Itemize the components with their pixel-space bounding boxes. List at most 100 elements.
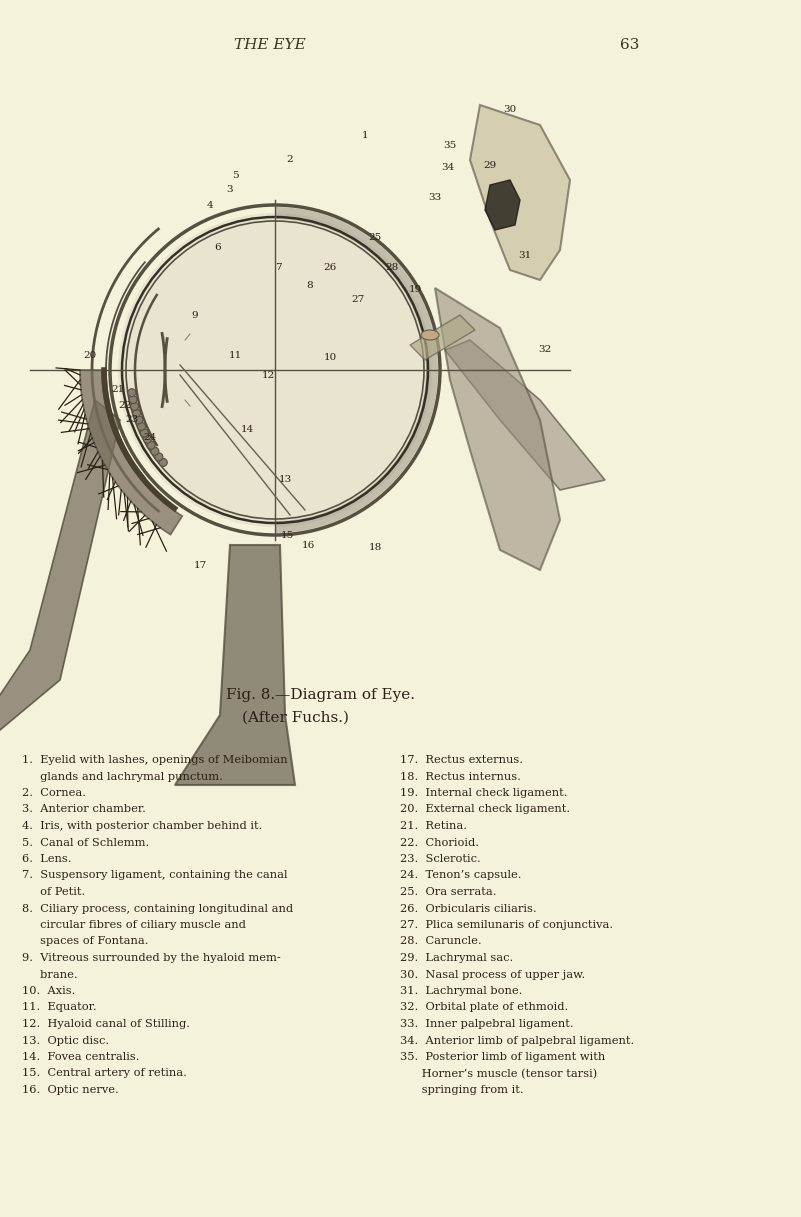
Text: of Petit.: of Petit. (22, 887, 85, 897)
Text: 27: 27 (352, 296, 364, 304)
Polygon shape (445, 340, 605, 490)
Text: 5.  Canal of Schlemm.: 5. Canal of Schlemm. (22, 837, 149, 847)
Circle shape (128, 388, 136, 397)
Text: 17.  Rectus externus.: 17. Rectus externus. (400, 755, 523, 765)
Circle shape (143, 436, 151, 443)
Polygon shape (435, 288, 560, 570)
Text: 21: 21 (111, 386, 125, 394)
Polygon shape (485, 180, 520, 230)
Polygon shape (175, 545, 295, 785)
Text: 34: 34 (441, 163, 455, 173)
Text: 21.  Retina.: 21. Retina. (400, 821, 467, 831)
Text: glands and lachrymal punctum.: glands and lachrymal punctum. (22, 772, 223, 781)
Text: 30.  Nasal process of upper jaw.: 30. Nasal process of upper jaw. (400, 970, 586, 980)
Text: 3: 3 (227, 185, 233, 195)
Text: 16: 16 (301, 540, 315, 550)
Circle shape (131, 403, 139, 410)
Polygon shape (410, 315, 475, 360)
Text: 16.  Optic nerve.: 16. Optic nerve. (22, 1086, 119, 1095)
Text: 2.  Cornea.: 2. Cornea. (22, 787, 86, 798)
Text: circular fibres of ciliary muscle and: circular fibres of ciliary muscle and (22, 920, 246, 930)
Text: springing from it.: springing from it. (400, 1086, 524, 1095)
Text: 33.  Inner palpebral ligament.: 33. Inner palpebral ligament. (400, 1019, 574, 1030)
Circle shape (155, 453, 163, 461)
Text: 3.  Anterior chamber.: 3. Anterior chamber. (22, 804, 146, 814)
Text: 2: 2 (287, 156, 293, 164)
Text: 26: 26 (324, 264, 336, 273)
Text: 6.  Lens.: 6. Lens. (22, 854, 71, 864)
Text: 12: 12 (261, 370, 275, 380)
Text: 22.  Chorioid.: 22. Chorioid. (400, 837, 479, 847)
Circle shape (151, 447, 159, 455)
Text: 24.  Tenon’s capsule.: 24. Tenon’s capsule. (400, 870, 521, 881)
Text: 26.  Orbicularis ciliaris.: 26. Orbicularis ciliaris. (400, 903, 537, 914)
Text: 8.  Ciliary process, containing longitudinal and: 8. Ciliary process, containing longitudi… (22, 903, 293, 914)
Polygon shape (80, 370, 183, 534)
Text: 31: 31 (518, 251, 532, 259)
Polygon shape (275, 207, 438, 533)
Text: (After Fuchs.): (After Fuchs.) (241, 711, 348, 725)
Text: 14: 14 (240, 426, 254, 434)
Circle shape (133, 409, 141, 417)
Text: 14.  Fovea centralis.: 14. Fovea centralis. (22, 1051, 139, 1062)
Polygon shape (162, 333, 167, 406)
Text: 35: 35 (444, 140, 457, 150)
Text: 34.  Anterior limb of palpebral ligament.: 34. Anterior limb of palpebral ligament. (400, 1036, 634, 1045)
Text: 9.  Vitreous surrounded by the hyaloid mem-: 9. Vitreous surrounded by the hyaloid me… (22, 953, 280, 963)
Text: 25: 25 (368, 234, 381, 242)
Text: 15.  Central artery of retina.: 15. Central artery of retina. (22, 1069, 187, 1078)
Circle shape (147, 442, 155, 449)
Polygon shape (0, 400, 120, 730)
Text: 24: 24 (143, 433, 157, 443)
Text: 10.  Axis.: 10. Axis. (22, 986, 75, 996)
Text: spaces of Fontana.: spaces of Fontana. (22, 937, 148, 947)
Text: THE EYE: THE EYE (234, 38, 306, 52)
Text: 25.  Ora serrata.: 25. Ora serrata. (400, 887, 497, 897)
Text: 23: 23 (126, 415, 139, 425)
Circle shape (159, 459, 167, 466)
Text: 15: 15 (280, 531, 294, 539)
Text: 35.  Posterior limb of ligament with: 35. Posterior limb of ligament with (400, 1051, 606, 1062)
Text: 32.  Orbital plate of ethmoid.: 32. Orbital plate of ethmoid. (400, 1003, 568, 1013)
Text: 7.  Suspensory ligament, containing the canal: 7. Suspensory ligament, containing the c… (22, 870, 288, 881)
Text: 8: 8 (307, 280, 313, 290)
Text: 33: 33 (429, 194, 441, 202)
Text: Fig. 8.—Diagram of Eye.: Fig. 8.—Diagram of Eye. (226, 688, 414, 702)
Circle shape (138, 422, 146, 431)
Text: 28: 28 (385, 264, 399, 273)
Circle shape (135, 416, 143, 424)
Text: 29: 29 (483, 161, 497, 169)
Text: 23.  Sclerotic.: 23. Sclerotic. (400, 854, 481, 864)
Text: 6: 6 (215, 243, 221, 252)
Text: 9: 9 (191, 310, 199, 320)
Ellipse shape (421, 330, 439, 340)
Circle shape (140, 428, 148, 437)
Text: Horner’s muscle (tensor tarsi): Horner’s muscle (tensor tarsi) (400, 1069, 598, 1078)
Text: 18.  Rectus internus.: 18. Rectus internus. (400, 772, 521, 781)
Text: 31.  Lachrymal bone.: 31. Lachrymal bone. (400, 986, 522, 996)
Text: 1: 1 (362, 130, 368, 140)
Text: 1.  Eyelid with lashes, openings of Meibomian: 1. Eyelid with lashes, openings of Meibo… (22, 755, 288, 765)
Circle shape (129, 396, 137, 404)
Text: 13.  Optic disc.: 13. Optic disc. (22, 1036, 109, 1045)
Text: 11: 11 (228, 350, 242, 359)
Text: 20.  External check ligament.: 20. External check ligament. (400, 804, 570, 814)
Circle shape (118, 213, 432, 527)
Text: 10: 10 (324, 353, 336, 363)
Text: 7: 7 (275, 264, 281, 273)
Text: 30: 30 (503, 106, 517, 114)
Text: 12.  Hyaloid canal of Stilling.: 12. Hyaloid canal of Stilling. (22, 1019, 190, 1030)
Text: 4.  Iris, with posterior chamber behind it.: 4. Iris, with posterior chamber behind i… (22, 821, 263, 831)
Text: 63: 63 (620, 38, 640, 52)
Polygon shape (470, 105, 570, 280)
Text: 20: 20 (83, 350, 97, 359)
Text: 19: 19 (409, 286, 421, 295)
Text: 19.  Internal check ligament.: 19. Internal check ligament. (400, 787, 567, 798)
Text: brane.: brane. (22, 970, 78, 980)
Text: 17: 17 (193, 561, 207, 570)
Text: 5: 5 (231, 170, 239, 179)
Text: 22: 22 (119, 400, 131, 409)
Text: 28.  Caruncle.: 28. Caruncle. (400, 937, 481, 947)
Text: 18: 18 (368, 544, 381, 553)
Text: 4: 4 (207, 201, 213, 209)
